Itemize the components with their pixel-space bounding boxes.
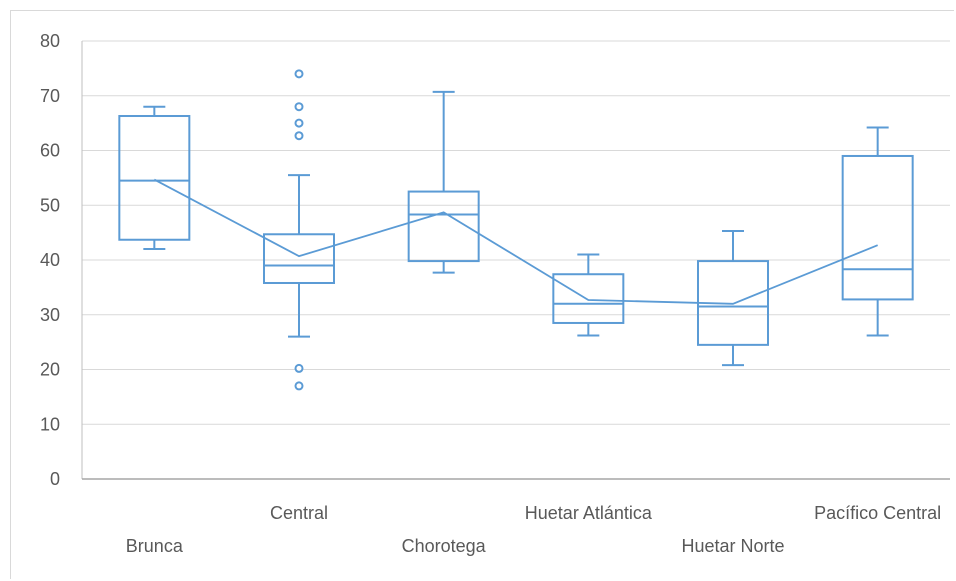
mean-line (153, 178, 879, 305)
mean-series-line (153, 178, 879, 305)
box-0 (118, 105, 191, 251)
box-iqr (263, 233, 335, 284)
box-3 (552, 253, 625, 337)
y-tick-label-10: 10 (40, 414, 60, 434)
box-iqr (118, 115, 191, 241)
outlier-point-1 (294, 102, 304, 112)
box-iqr (407, 190, 480, 263)
y-tick-label-40: 40 (40, 250, 60, 270)
gridlines (82, 40, 950, 425)
outlier-point-2 (294, 118, 304, 128)
chart-frame (10, 10, 954, 579)
outlier-point-3 (294, 131, 304, 141)
outlier-point-4 (294, 363, 304, 373)
labels: 0 10 20 30 40 50 60 70 80 Brunca Central Chorotega H… (40, 31, 941, 556)
y-tick-label-30: 30 (40, 305, 60, 325)
x-category-label-2: Chorotega (402, 536, 487, 556)
axes (81, 41, 950, 480)
y-tick-label-80: 80 (40, 31, 60, 51)
x-category-label-0: Brunca (126, 536, 184, 556)
y-tick-label-70: 70 (40, 86, 60, 106)
box-iqr (841, 154, 914, 301)
box-4 (697, 229, 769, 367)
y-tick-label-50: 50 (40, 195, 60, 215)
x-category-label-3: Huetar Atlántica (525, 503, 653, 523)
box-1 (263, 69, 335, 391)
x-category-label-1: Central (270, 503, 328, 523)
y-tick-label-0: 0 (50, 469, 60, 489)
box-5 (841, 126, 914, 337)
outlier-point-0 (294, 69, 304, 79)
x-category-label-4: Huetar Norte (681, 536, 784, 556)
y-tick-label-20: 20 (40, 360, 60, 380)
box-2 (407, 90, 480, 274)
boxes (118, 69, 914, 391)
y-tick-label-60: 60 (40, 141, 60, 161)
x-category-label-5: Pacífico Central (814, 503, 941, 523)
outlier-point-5 (294, 381, 304, 391)
box-iqr (552, 273, 625, 324)
